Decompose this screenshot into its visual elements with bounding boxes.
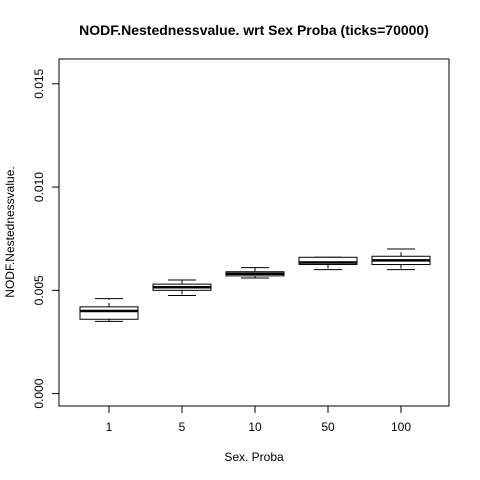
box-5: [152, 279, 212, 296]
x-tick-label: 100: [391, 420, 411, 434]
y-tick-label: 0.005: [32, 275, 46, 305]
plot-frame: [58, 58, 450, 407]
box-iqr: [298, 256, 358, 266]
box-10: [225, 267, 285, 279]
y-axis-label: NODF.Nestednessvalue.: [3, 166, 17, 297]
y-tick-label: 0.010: [32, 172, 46, 202]
boxes-layer: [79, 248, 431, 322]
y-axis: 0.000 0.005 0.010 0.015: [32, 68, 60, 409]
box-1: [79, 298, 139, 322]
x-tick-label: 10: [248, 420, 262, 434]
chart-title: NODF.Nestednessvalue. wrt Sex Proba (tic…: [79, 22, 429, 38]
box-iqr: [79, 306, 139, 320]
box-50: [298, 256, 358, 271]
x-axis: 1 5 10 50 100: [106, 405, 411, 434]
box-100: [371, 248, 431, 271]
x-tick-label: 5: [179, 420, 186, 434]
x-tick-label: 1: [106, 420, 113, 434]
y-tick-label: 0.000: [32, 378, 46, 408]
x-axis-label: Sex. Proba: [224, 450, 284, 464]
x-tick-label: 50: [321, 420, 335, 434]
y-tick-label: 0.015: [32, 68, 46, 98]
